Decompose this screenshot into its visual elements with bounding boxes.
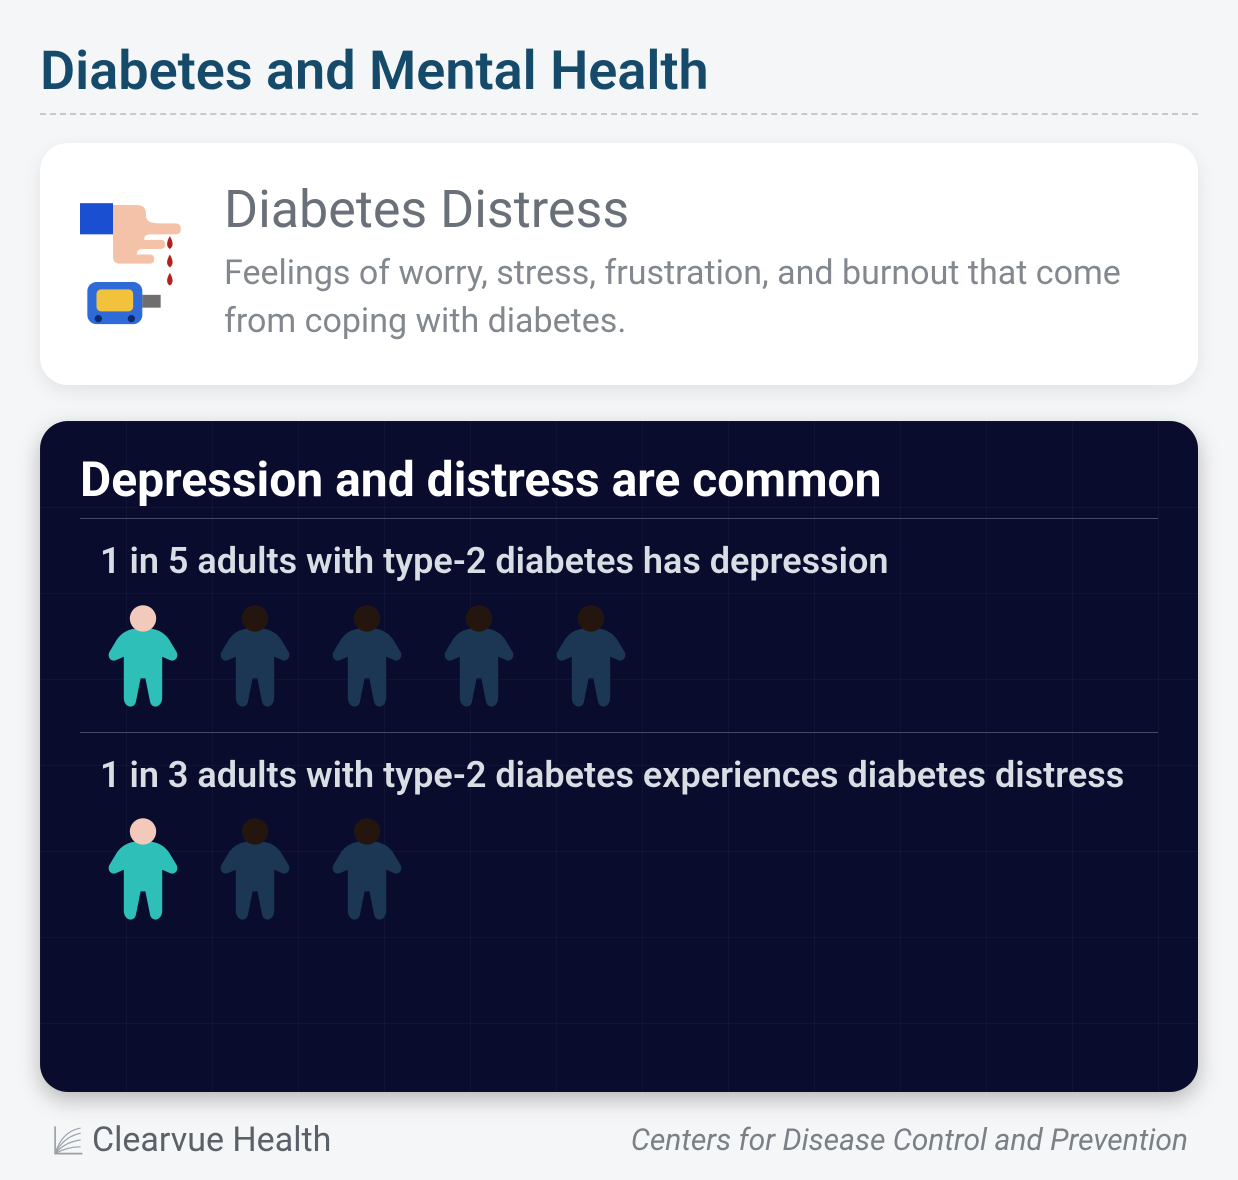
brand-logo-icon bbox=[50, 1123, 84, 1157]
person-icon bbox=[442, 604, 516, 712]
person-icon bbox=[106, 604, 180, 712]
stats-card: Depression and distress are common 1 in … bbox=[40, 421, 1198, 1092]
title-divider bbox=[40, 113, 1198, 115]
pictograph-1 bbox=[106, 604, 1158, 712]
footer-source: Centers for Disease Control and Preventi… bbox=[631, 1123, 1188, 1158]
footer-brand: Clearvue Health bbox=[50, 1120, 331, 1160]
person-icon bbox=[554, 604, 628, 712]
definition-title: Diabetes Distress bbox=[224, 179, 1158, 240]
stat-1-text: 1 in 5 adults with type-2 diabetes has d… bbox=[100, 537, 1158, 586]
definition-body: Feelings of worry, stress, frustration, … bbox=[224, 250, 1158, 345]
person-icon bbox=[330, 604, 404, 712]
stats-divider-2 bbox=[80, 732, 1158, 733]
person-icon bbox=[218, 817, 292, 925]
person-icon bbox=[106, 817, 180, 925]
person-icon bbox=[218, 604, 292, 712]
person-icon bbox=[330, 817, 404, 925]
stats-title: Depression and distress are common bbox=[80, 451, 1158, 508]
pictograph-2 bbox=[106, 817, 1158, 925]
footer: Clearvue Health Centers for Disease Cont… bbox=[40, 1092, 1198, 1160]
definition-card: Diabetes Distress Feelings of worry, str… bbox=[40, 143, 1198, 385]
stats-divider-1 bbox=[80, 518, 1158, 519]
brand-name: Clearvue Health bbox=[92, 1120, 331, 1160]
definition-icon bbox=[80, 179, 190, 339]
definition-text-col: Diabetes Distress Feelings of worry, str… bbox=[224, 179, 1158, 345]
stat-2-text: 1 in 3 adults with type-2 diabetes exper… bbox=[100, 751, 1158, 800]
page-title: Diabetes and Mental Health bbox=[40, 40, 1198, 113]
